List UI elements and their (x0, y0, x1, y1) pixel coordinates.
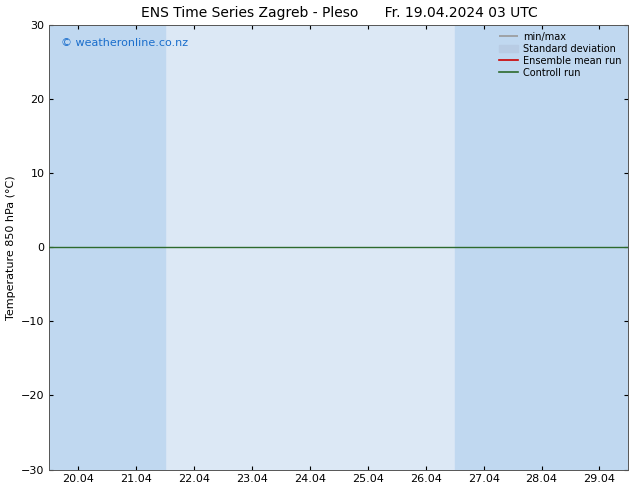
Legend: min/max, Standard deviation, Ensemble mean run, Controll run: min/max, Standard deviation, Ensemble me… (497, 30, 624, 79)
Bar (455, 25, 571, 469)
Bar (571, 25, 628, 469)
Bar (49, 25, 165, 469)
Y-axis label: Temperature 850 hPa (°C): Temperature 850 hPa (°C) (6, 175, 16, 319)
Text: © weatheronline.co.nz: © weatheronline.co.nz (61, 38, 188, 48)
Title: ENS Time Series Zagreb - Pleso      Fr. 19.04.2024 03 UTC: ENS Time Series Zagreb - Pleso Fr. 19.04… (141, 5, 538, 20)
